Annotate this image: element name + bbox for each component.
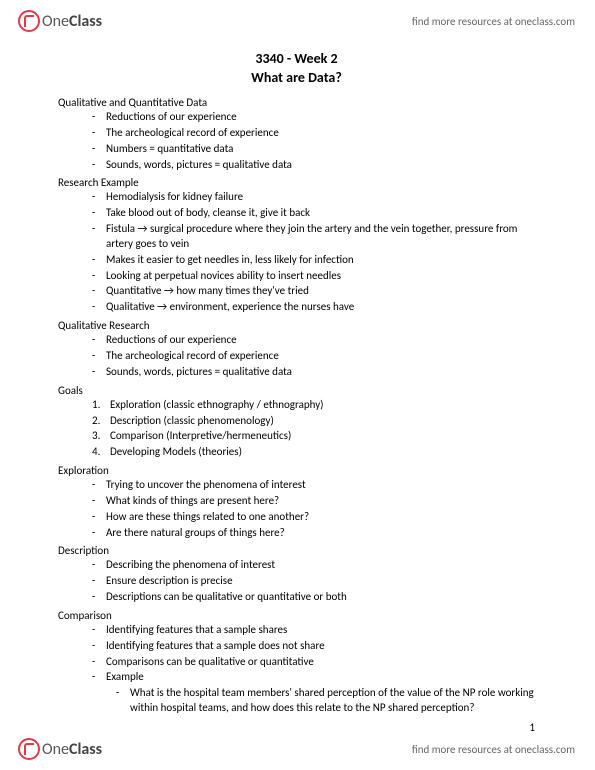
list-item: Sounds, words, pictures = qualitative da… bbox=[92, 158, 535, 173]
list-item: Qualitative → environment, experience th… bbox=[92, 300, 535, 315]
bullet-list: Reductions of our experience The archeol… bbox=[58, 333, 535, 380]
title-block: 3340 - Week 2 What are Data? bbox=[58, 50, 535, 86]
document-page: 3340 - Week 2 What are Data? Qualitative… bbox=[0, 38, 595, 716]
list-item: Sounds, words, pictures = qualitative da… bbox=[92, 365, 535, 380]
list-item: Hemodialysis for kidney failure bbox=[92, 190, 535, 205]
list-item: Quantitative → how many times they've tr… bbox=[92, 284, 535, 299]
list-item: Take blood out of body, cleanse it, give… bbox=[92, 206, 535, 221]
section-heading: Comparison bbox=[58, 609, 535, 622]
list-item: Fistula → surgical procedure where they … bbox=[92, 222, 535, 252]
section-heading: Research Example bbox=[58, 176, 535, 189]
footer-bar: OneClass find more resources at oneclass… bbox=[0, 732, 595, 770]
brand-name: OneClass bbox=[42, 12, 102, 31]
list-item: Looking at perpetual novices ability to … bbox=[92, 269, 535, 284]
list-item: Describing the phenomena of interest bbox=[92, 558, 535, 573]
list-item: Identifying features that a sample does … bbox=[92, 639, 535, 654]
list-item: Reductions of our experience bbox=[92, 110, 535, 125]
list-item: Exploration (classic ethnography / ethno… bbox=[92, 398, 535, 413]
header-tagline: find more resources at oneclass.com bbox=[412, 15, 575, 28]
list-item: Are there natural groups of things here? bbox=[92, 526, 535, 541]
bullet-list: Describing the phenomena of interest Ens… bbox=[58, 558, 535, 605]
list-item: Descriptions can be qualitative or quant… bbox=[92, 590, 535, 605]
bullet-list: Trying to uncover the phenomena of inter… bbox=[58, 478, 535, 540]
list-item: Example bbox=[92, 670, 535, 685]
list-item: Description (classic phenomenology) bbox=[92, 414, 535, 429]
section-heading: Description bbox=[58, 544, 535, 557]
numbered-list: Exploration (classic ethnography / ethno… bbox=[58, 398, 535, 460]
list-item: Comparisons can be qualitative or quanti… bbox=[92, 655, 535, 670]
brand-name: OneClass bbox=[42, 740, 102, 759]
list-item: The archeological record of experience bbox=[92, 349, 535, 364]
bullet-list: Hemodialysis for kidney failure Take blo… bbox=[58, 190, 535, 315]
bullet-list: Identifying features that a sample share… bbox=[58, 623, 535, 685]
list-item: The archeological record of experience bbox=[92, 126, 535, 141]
section-heading: Qualitative Research bbox=[58, 319, 535, 332]
list-item: Developing Models (theories) bbox=[92, 445, 535, 460]
list-item: Makes it easier to get needles in, less … bbox=[92, 253, 535, 268]
list-item: Reductions of our experience bbox=[92, 333, 535, 348]
brand-icon bbox=[18, 738, 40, 760]
section-heading: Goals bbox=[58, 384, 535, 397]
list-item: What is the hospital team members' share… bbox=[116, 686, 535, 716]
page-title-line1: 3340 - Week 2 bbox=[58, 50, 535, 67]
brand-icon bbox=[18, 10, 40, 32]
brand-logo: OneClass bbox=[18, 10, 102, 32]
list-item: Numbers = quantitative data bbox=[92, 142, 535, 157]
list-item: Trying to uncover the phenomena of inter… bbox=[92, 478, 535, 493]
section-heading: Exploration bbox=[58, 464, 535, 477]
list-item: Identifying features that a sample share… bbox=[92, 623, 535, 638]
list-item: Ensure description is precise bbox=[92, 574, 535, 589]
header-bar: OneClass find more resources at oneclass… bbox=[0, 0, 595, 38]
bullet-list-nested: What is the hospital team members' share… bbox=[58, 686, 535, 716]
list-item: How are these things related to one anot… bbox=[92, 510, 535, 525]
brand-logo-footer: OneClass bbox=[18, 738, 102, 760]
list-item: Comparison (Interpretive/hermeneutics) bbox=[92, 429, 535, 444]
bullet-list: Reductions of our experience The archeol… bbox=[58, 110, 535, 172]
list-item: What kinds of things are present here? bbox=[92, 494, 535, 509]
section-heading: Qualitative and Quantitative Data bbox=[58, 96, 535, 109]
page-title-line2: What are Data? bbox=[58, 69, 535, 86]
footer-tagline: find more resources at oneclass.com bbox=[412, 743, 575, 756]
